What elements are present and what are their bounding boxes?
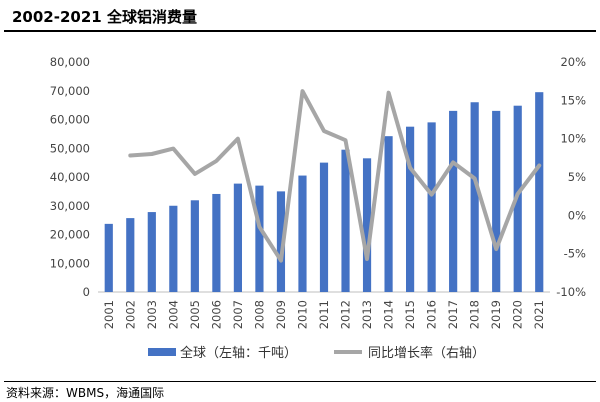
right-axis-tick-label: 5% [568,170,586,184]
x-axis-tick-label: 2011 [317,300,331,329]
bar [190,200,199,292]
left-axis-tick-label: 70,000 [50,84,90,98]
left-axis-tick-label: 50,000 [50,141,90,155]
left-axis-tick-label: 80,000 [50,55,90,69]
x-axis-tick-label: 2010 [295,300,309,329]
left-axis-tick-label: 30,000 [50,199,90,213]
x-axis-tick-label: 2014 [382,300,396,329]
bar [406,126,415,292]
bar [255,185,264,292]
x-axis-tick-label: 2002 [123,300,137,329]
x-axis-tick-label: 2021 [532,300,546,329]
bar [535,92,544,292]
bar [492,110,501,292]
bar [341,149,350,292]
x-axis-tick-label: 2008 [252,300,266,329]
bar [449,110,458,292]
x-axis-tick-label: 2005 [188,300,202,329]
x-axis-tick-label: 2020 [511,300,525,329]
growth-line [128,89,542,263]
right-axis-tick-label: 20% [560,55,586,69]
bar [104,223,113,292]
left-axis-tick-label: 60,000 [50,113,90,127]
bar [319,162,329,292]
right-axis-tick-label: 0% [568,208,586,222]
left-axis-tick-label: 20,000 [50,228,90,242]
right-axis-tick-label: 10% [560,132,586,146]
legend-bar-label: 全球（左轴：千吨） [180,345,297,361]
bar [298,175,307,292]
bar [126,218,135,292]
bar [147,212,156,292]
title-divider [4,30,596,32]
x-axis-tick-label: 2017 [446,300,460,329]
x-axis-tick-label: 2019 [489,300,503,329]
bar [233,183,242,292]
right-axis-tick-label: -10% [556,285,586,299]
x-axis-tick-label: 2009 [274,300,288,329]
right-axis-tick-label: -5% [564,247,586,261]
x-axis-tick-label: 2013 [360,300,374,329]
bar [276,191,286,292]
bar [470,102,479,292]
x-axis-ticks: 2001 2002 2003 2004 2005 2006 2007 2008 2009 2010… [102,300,546,329]
x-axis-tick-label: 2018 [468,300,482,329]
x-axis-tick-label: 2015 [403,300,417,329]
legend-line-label: 同比增长率（右轴） [368,345,485,361]
bar [427,122,436,292]
x-axis-tick-label: 2003 [145,300,159,329]
bar [384,136,393,292]
left-axis-tick-label: 10,000 [50,256,90,270]
source-divider [4,381,596,382]
x-axis-tick-label: 2004 [166,300,180,329]
chart: 0 10,000 20,000 30,000 40,000 50,000 60,000 70,… [50,55,586,361]
legend: 全球（左轴：千吨） 同比增长率（右轴） [148,345,485,361]
chart-title: 2002-2021 全球铝消费量 [12,8,197,26]
left-axis-tick-label: 40,000 [50,170,90,184]
x-axis-tick-label: 2006 [209,300,223,329]
bar [212,193,221,292]
legend-bar-swatch [148,348,176,356]
x-axis-tick-label: 2001 [102,300,116,329]
source-note: 资料来源：WBMS，海通国际 [6,386,165,400]
left-axis-ticks: 0 10,000 20,000 30,000 40,000 50,000 60,000 70,… [50,55,90,299]
bar [169,205,178,292]
x-axis-tick-label: 2007 [231,300,245,329]
x-axis-tick-label: 2012 [339,300,353,329]
bar-series [104,92,544,292]
right-axis-ticks: -10% -5% 0% 5% 10% 15% 20% [556,55,586,299]
left-axis-tick-label: 0 [83,285,90,299]
bar [362,158,372,292]
right-axis-tick-label: 15% [560,93,586,107]
x-axis-tick-label: 2016 [425,300,439,329]
